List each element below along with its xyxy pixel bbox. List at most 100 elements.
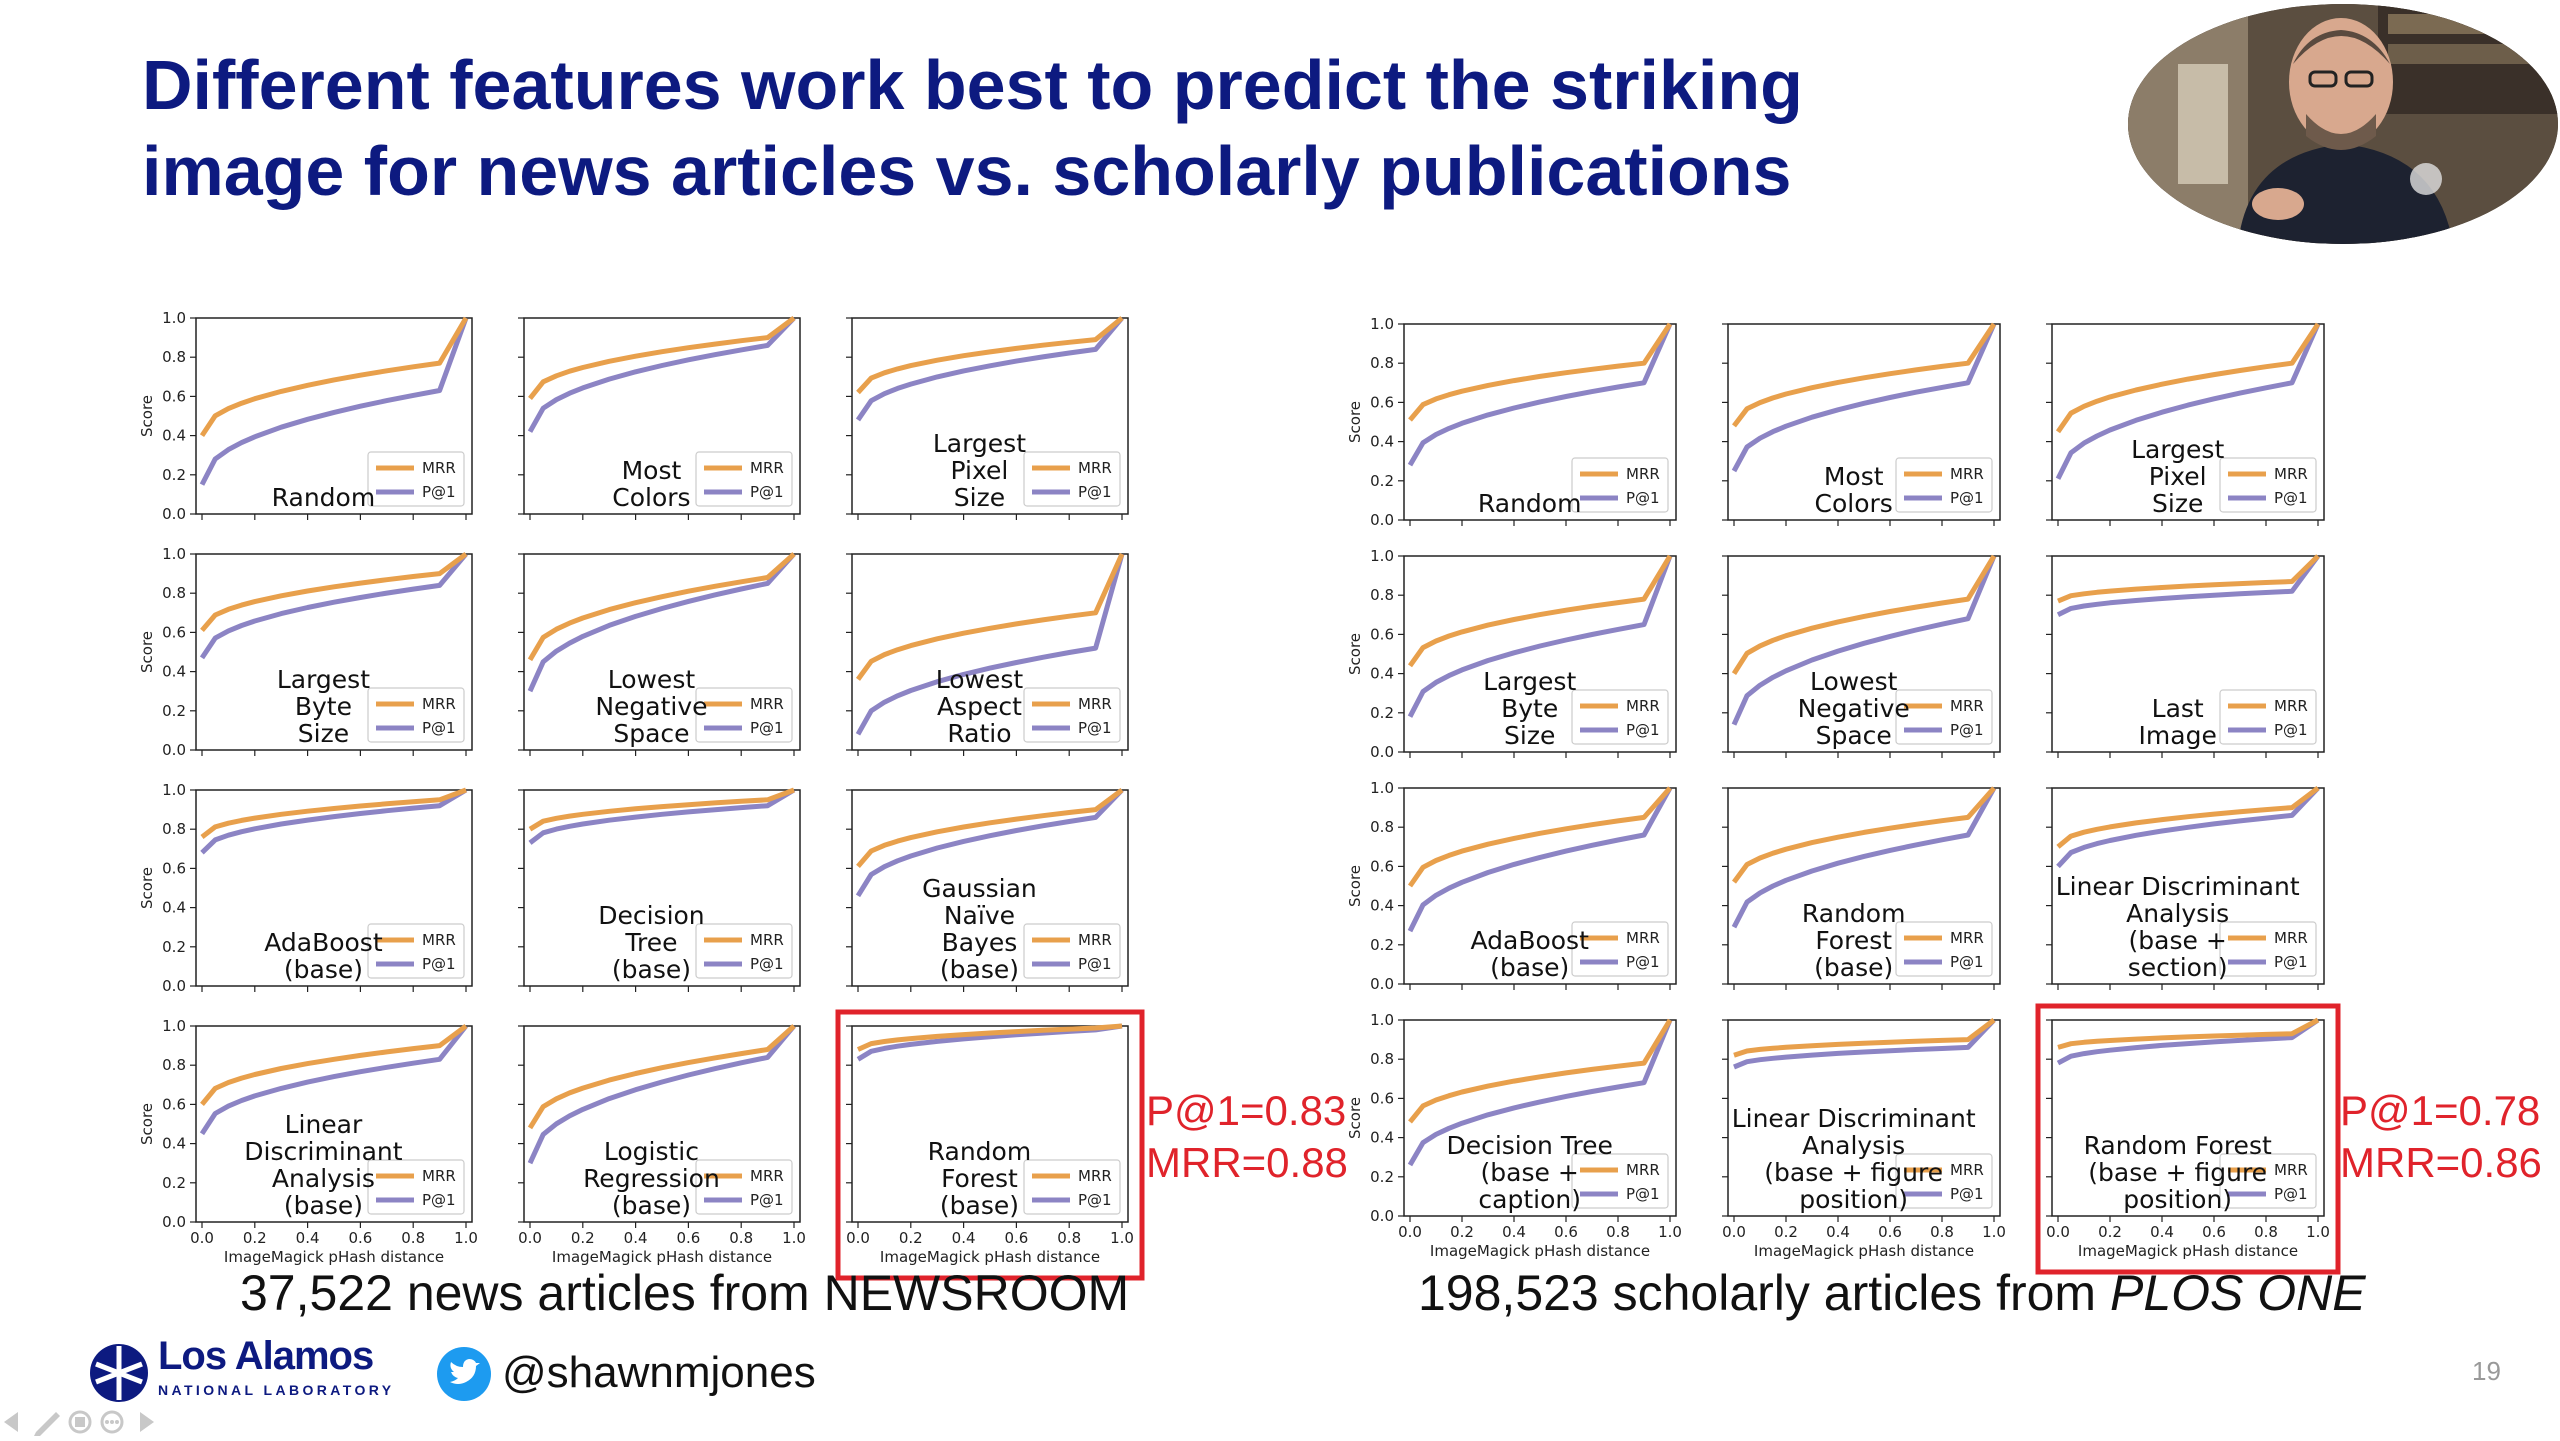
- panel-label-line: (base): [1490, 953, 1569, 982]
- legend-label: P@1: [1950, 953, 1984, 971]
- panel-label-line: Negative: [1798, 694, 1910, 723]
- y-tick-label: 0.2: [1370, 1168, 1394, 1186]
- plos_one-panel-7: 0.0 0.2 0.4 0.6 0.8 1.0 Score MRR P@1 AdaBoost(ba…: [1348, 779, 1677, 993]
- legend-label: P@1: [2274, 721, 2308, 739]
- panel-label-line: Random: [1478, 489, 1582, 518]
- panel-label-line: (base): [284, 955, 363, 984]
- panel-label-line: Linear Discriminant: [1732, 1104, 1976, 1133]
- y-axis-label: Score: [1348, 401, 1364, 443]
- x-tick-label: 0.6: [1554, 1223, 1578, 1241]
- x-tick-label: 1.0: [2306, 1223, 2330, 1241]
- panel-label-line: Aspect: [937, 692, 1022, 721]
- p1-line: [527, 316, 796, 433]
- p1-line: [2056, 554, 2321, 618]
- panel-label-line: caption): [1478, 1185, 1581, 1214]
- twitter-handle-block: @shawnmjones: [436, 1346, 816, 1407]
- lanl-logo: Los Alamos NATIONAL LABORATORY: [88, 1334, 391, 1409]
- legend-label: MRR: [1626, 465, 1660, 483]
- news-panel-11: 0.0 0.2 0.4 0.6 0.8 1.0 ImageMagick pHash dist…: [518, 1024, 806, 1266]
- legend-label: MRR: [1626, 929, 1660, 947]
- y-tick-label: 0.8: [162, 348, 186, 366]
- y-tick-label: 0.0: [1370, 511, 1394, 529]
- legend-label: MRR: [1950, 697, 1984, 715]
- x-tick-label: 0.2: [1774, 1223, 1798, 1241]
- panel-label-line: Linear: [285, 1110, 363, 1139]
- more-icon[interactable]: [100, 1410, 124, 1434]
- x-axis-label: ImageMagick pHash distance: [1430, 1242, 1650, 1260]
- panel-label-line: Most: [1824, 462, 1884, 491]
- legend-label: MRR: [1950, 465, 1984, 483]
- y-tick-label: 1.0: [162, 781, 186, 799]
- legend-label: MRR: [422, 931, 456, 949]
- x-tick-label: 0.0: [846, 1229, 870, 1247]
- x-tick-label: 0.8: [729, 1229, 753, 1247]
- mrr-line: [1732, 322, 1997, 428]
- p1-line: [199, 1024, 468, 1136]
- y-tick-label: 0.6: [1370, 857, 1394, 875]
- panel-label-line: Random: [1802, 899, 1906, 928]
- x-tick-label: 0.0: [2046, 1223, 2070, 1241]
- legend-label: P@1: [422, 719, 456, 737]
- panel-label-line: (base): [1814, 953, 1893, 982]
- y-tick-label: 0.2: [1370, 704, 1394, 722]
- slides-icon[interactable]: [68, 1410, 92, 1434]
- p1-line: [1407, 786, 1673, 933]
- panel-label-line: Colors: [1815, 489, 1893, 518]
- panel-label-line: Size: [1504, 721, 1555, 750]
- x-tick-label: 0.4: [2150, 1223, 2174, 1241]
- y-tick-label: 0.6: [162, 1095, 186, 1113]
- mrr-line: [2055, 322, 2321, 434]
- panel-label-line: (base): [612, 955, 691, 984]
- legend-label: P@1: [422, 1191, 456, 1209]
- y-tick-label: 0.6: [162, 623, 186, 641]
- panel-label-line: Forest: [1815, 926, 1892, 955]
- prev-slide-icon[interactable]: [4, 1412, 18, 1432]
- plos-caption-text: 198,523 scholarly articles from: [1418, 1265, 2110, 1321]
- x-tick-label: 0.4: [624, 1229, 648, 1247]
- y-tick-label: 0.6: [1370, 625, 1394, 643]
- pen-icon[interactable]: [34, 1412, 60, 1436]
- p1-line: [1407, 555, 1673, 718]
- p1-line: [1407, 1019, 1673, 1167]
- mrr-line: [856, 316, 1124, 395]
- plos_one-panel-4: 0.0 0.2 0.4 0.6 0.8 1.0 Score MRR P@1 LargestByte…: [1348, 547, 1677, 761]
- y-tick-label: 1.0: [162, 309, 186, 327]
- panel-label-line: Lowest: [608, 665, 696, 694]
- panel-label-line: (base + figure: [2088, 1158, 2267, 1187]
- y-tick-label: 0.8: [162, 584, 186, 602]
- p1-line: [527, 1024, 796, 1165]
- x-tick-label: 0.4: [1826, 1223, 1850, 1241]
- y-tick-label: 0.8: [1370, 1050, 1394, 1068]
- panel-label-line: Most: [622, 456, 682, 485]
- panel-label-line: section): [2128, 953, 2228, 982]
- mrr-line: [1407, 786, 1672, 888]
- panel-label-line: Random: [272, 483, 376, 512]
- mrr-line: [200, 1023, 468, 1106]
- panel-label-line: Size: [954, 483, 1005, 512]
- legend-label: MRR: [750, 931, 784, 949]
- panel-label-line: Colors: [612, 483, 690, 512]
- news-p1-stat: P@1=0.83: [1146, 1087, 1347, 1134]
- plos_one-panel-10: 0.0 0.2 0.4 0.6 0.8 1.0 Score 0.0 0.2 0.4 0.6 0.8 1.…: [1348, 1011, 1682, 1260]
- panel-label-line: AdaBoost: [1470, 926, 1589, 955]
- x-axis-label: ImageMagick pHash distance: [2078, 1242, 2298, 1260]
- x-tick-label: 0.2: [2098, 1223, 2122, 1241]
- p1-line: [855, 316, 1124, 422]
- plos_one-panel-1: 0.0 0.2 0.4 0.6 0.8 1.0 Score MRR P@1 Random: [1348, 315, 1677, 529]
- panel-label-line: Lowest: [936, 665, 1024, 694]
- mrr-line: [856, 787, 1124, 869]
- panel-label-line: Pixel: [2149, 462, 2207, 491]
- next-slide-icon[interactable]: [140, 1412, 154, 1432]
- y-tick-label: 0.2: [162, 466, 186, 484]
- panel-label-line: Lowest: [1810, 667, 1898, 696]
- y-tick-label: 1.0: [1370, 1011, 1394, 1029]
- legend-label: P@1: [750, 955, 784, 973]
- x-tick-label: 0.8: [1606, 1223, 1630, 1241]
- page-number: 19: [2472, 1356, 2501, 1386]
- x-tick-label: 0.8: [1057, 1229, 1081, 1247]
- panel-label-line: Logistic: [604, 1137, 699, 1166]
- legend-label: P@1: [750, 719, 784, 737]
- mrr-line: [1408, 322, 1673, 422]
